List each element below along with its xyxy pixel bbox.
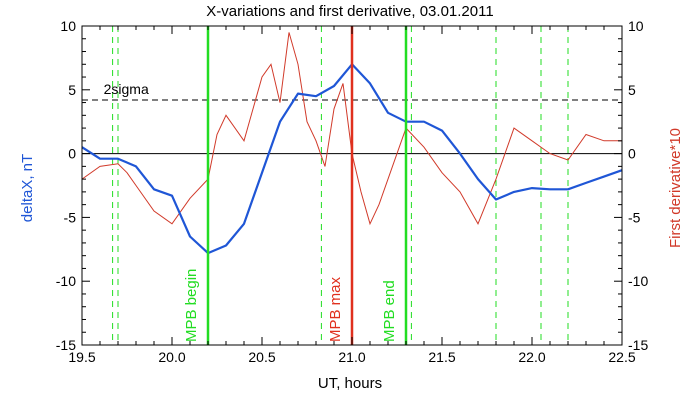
y-left-tick-label: -10	[56, 273, 76, 289]
event-label-1: MPB max	[327, 276, 344, 342]
y-right-tick-label: 10	[628, 18, 644, 34]
chart-title: X-variations and first derivative, 03.01…	[206, 3, 493, 20]
x-tick-label: 22.0	[518, 349, 545, 365]
y-axis-left-label: deltaX, nT	[19, 154, 36, 222]
x-tick-label: 19.5	[68, 349, 95, 365]
x-tick-label: 20.5	[248, 349, 275, 365]
y-left-tick-label: -5	[64, 209, 77, 225]
event-label-2: MPB end	[381, 280, 398, 342]
x-tick-label: 20.0	[158, 349, 185, 365]
derivative-series-line	[81, 32, 622, 226]
y-right-tick-label: -15	[628, 337, 648, 353]
y-left-tick-label: -15	[56, 337, 76, 353]
y-left-tick-label: 5	[68, 82, 76, 98]
y-axis-right-label: First derivative*10	[667, 128, 684, 248]
x-axis-label: UT, hours	[318, 375, 382, 392]
y-left-tick-label: 10	[60, 18, 76, 34]
x-tick-label: 21.0	[338, 349, 365, 365]
y-left-tick-label: 0	[68, 146, 76, 162]
event-label-0: MPB begin	[183, 269, 200, 342]
x-tick-label: 21.5	[428, 349, 455, 365]
y-right-tick-label: 5	[628, 82, 636, 98]
y-right-tick-label: 0	[628, 146, 636, 162]
x-tick-label: 22.5	[608, 349, 635, 365]
y-right-tick-label: -10	[628, 273, 648, 289]
y-right-tick-label: -5	[628, 209, 641, 225]
threshold-label: 2sigma	[104, 81, 149, 97]
